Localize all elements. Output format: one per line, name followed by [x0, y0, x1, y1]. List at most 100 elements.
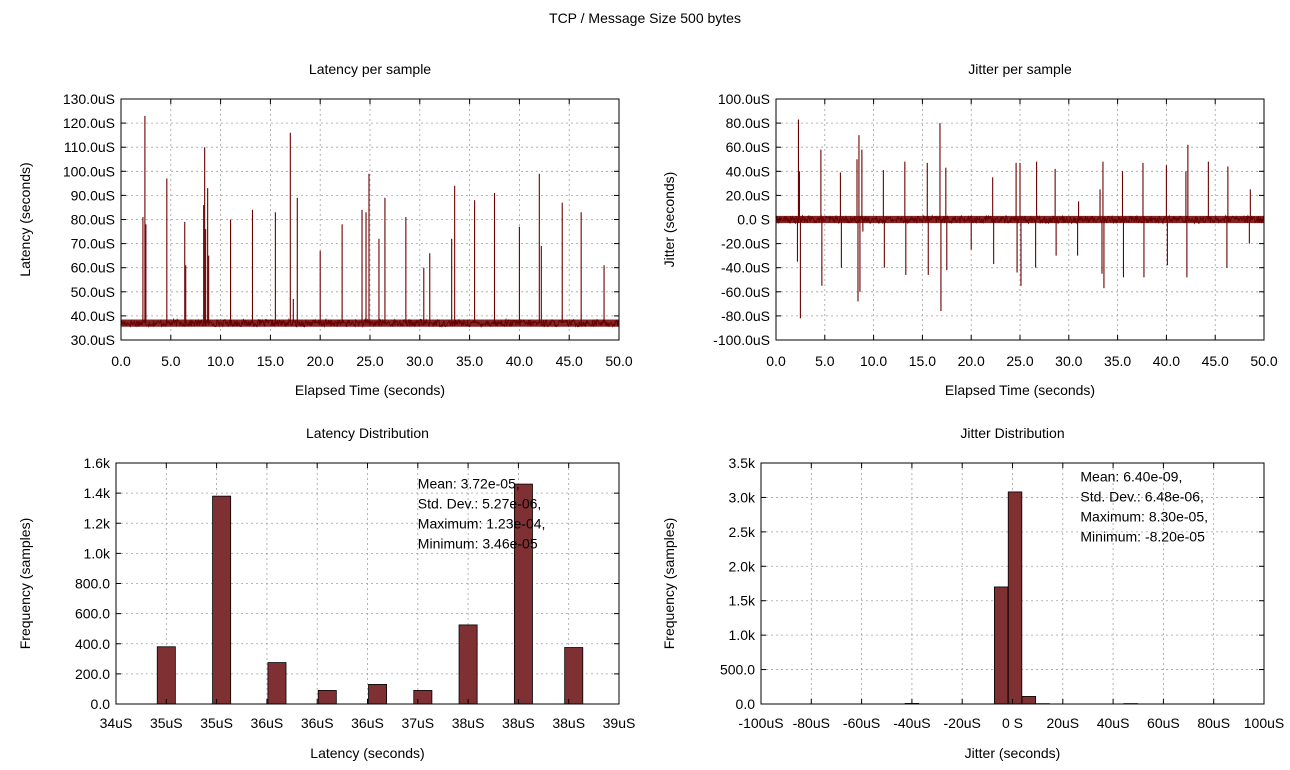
- jitter-distribution-chart: Mean: 6.40e-09, Std. Dev.: 6.48e-06, Maxim…: [661, 425, 1284, 761]
- y-tick-label: 60.0uS: [71, 260, 115, 276]
- jitter-per-sample-chart: 0.0 5.0 10.0 15.0 20.0 25.0 30.0 35.0 40.0 45.0 50…: [661, 61, 1278, 398]
- histogram-bar: [1007, 491, 1023, 705]
- x-tick-label: 34uS: [100, 715, 133, 731]
- y-tick-label: -100.0uS: [713, 332, 770, 348]
- y-tick-label: -40.0uS: [721, 260, 770, 276]
- histogram-bar: [317, 690, 337, 705]
- x-tick-label: 20uS: [1046, 715, 1079, 731]
- stats-annotation: Minimum: -8.20e-05: [1080, 529, 1205, 545]
- histogram-bar: [993, 586, 1009, 705]
- y-tick-label: 400.0: [75, 636, 110, 652]
- y-tick-label: 1.5k: [729, 593, 756, 609]
- x-tick-label: 25.0: [356, 353, 383, 369]
- x-tick-label: 30.0: [406, 353, 433, 369]
- histogram-bar: [1021, 696, 1037, 705]
- x-axis-label: Elapsed Time (seconds): [945, 382, 1095, 398]
- stats-annotation: Maximum: 8.30e-05,: [1080, 509, 1208, 525]
- x-tick-label: 20.0: [307, 353, 334, 369]
- chart-title: Jitter per sample: [968, 61, 1072, 77]
- x-tick-label: 38uS: [552, 715, 585, 731]
- y-tick-label: 110.0uS: [64, 139, 115, 155]
- x-tick-label: 100uS: [1244, 715, 1284, 731]
- x-tick-label: 0 S: [1002, 715, 1023, 731]
- x-tick-label: 36uS: [251, 715, 284, 731]
- y-tick-label: 70.0uS: [71, 236, 115, 252]
- y-tick-label: 90.0uS: [71, 187, 115, 203]
- y-tick-label: 40.0uS: [71, 308, 115, 324]
- x-tick-label: 45.0: [1202, 353, 1229, 369]
- stats-annotation: Std. Dev.: 6.48e-06,: [1080, 489, 1203, 505]
- y-tick-label: 1.4k: [84, 485, 111, 501]
- x-tick-label: -80uS: [793, 715, 830, 731]
- x-tick-label: 20.0: [958, 353, 985, 369]
- stats-annotation: Std. Dev.: 5.27e-06,: [418, 496, 541, 512]
- x-tick-label: 38uS: [502, 715, 535, 731]
- x-tick-label: 37uS: [401, 715, 434, 731]
- x-tick-label: 36uS: [301, 715, 334, 731]
- x-tick-label: 39uS: [603, 715, 636, 731]
- y-tick-label: 20.0uS: [726, 187, 770, 203]
- y-tick-label: 50.0uS: [71, 284, 115, 300]
- x-tick-label: 60uS: [1147, 715, 1180, 731]
- x-tick-label: 35.0: [456, 353, 483, 369]
- x-tick-label: 35.0: [1104, 353, 1131, 369]
- y-tick-label: 2.0k: [729, 558, 756, 574]
- x-tick-label: 45.0: [556, 353, 583, 369]
- y-tick-label: 0.0 S: [737, 212, 770, 228]
- y-tick-label: 40.0uS: [726, 163, 770, 179]
- histogram-bar: [267, 662, 287, 705]
- x-tick-label: 40.0: [506, 353, 533, 369]
- y-tick-label: 1.2k: [84, 515, 111, 531]
- y-tick-label: -20.0uS: [721, 236, 770, 252]
- y-tick-label: 2.5k: [729, 524, 756, 540]
- y-tick-label: 1.0k: [84, 545, 111, 561]
- histogram-bar: [564, 647, 584, 705]
- chart-title: Jitter Distribution: [960, 425, 1064, 441]
- y-axis-label: Frequency (samples): [661, 518, 677, 650]
- y-axis-label: Jitter (seconds): [661, 172, 677, 268]
- x-tick-label: 15.0: [257, 353, 284, 369]
- stats-annotation: Maximum: 1.23e-04,: [418, 516, 546, 532]
- x-axis-label: Jitter (seconds): [965, 745, 1061, 761]
- y-tick-label: 800.0: [75, 576, 110, 592]
- y-tick-label: 3.0k: [729, 489, 756, 505]
- y-tick-label: 1.0k: [729, 627, 756, 643]
- histogram-bar: [458, 624, 478, 705]
- chart-title: Latency Distribution: [306, 425, 429, 441]
- x-tick-label: 5.0: [815, 353, 835, 369]
- latency-per-sample-chart: 0.0 5.0 10.0 15.0 20.0 25.0 30.0 35.0 40.0 45.0 50…: [17, 61, 633, 398]
- y-tick-label: 80.0uS: [726, 115, 770, 131]
- y-tick-label: 0.0: [736, 696, 756, 712]
- x-axis-label: Elapsed Time (seconds): [295, 382, 445, 398]
- x-tick-label: -20uS: [944, 715, 981, 731]
- stats-annotation: Minimum: 3.46e-05: [418, 536, 538, 552]
- y-tick-label: 80.0uS: [71, 212, 115, 228]
- x-tick-label: 35uS: [150, 715, 183, 731]
- y-tick-label: 100.0uS: [718, 91, 770, 107]
- y-tick-label: 60.0uS: [726, 139, 770, 155]
- x-tick-label: 35uS: [200, 715, 233, 731]
- x-tick-label: 0.0: [766, 353, 786, 369]
- y-tick-label: -80.0uS: [721, 308, 770, 324]
- histogram-bar: [212, 495, 232, 705]
- chart-title: Latency per sample: [309, 61, 431, 77]
- histogram-bar: [368, 684, 388, 705]
- x-axis-label: Latency (seconds): [310, 745, 424, 761]
- x-tick-label: 80uS: [1197, 715, 1230, 731]
- x-tick-label: 50.0: [605, 353, 632, 369]
- y-axis-label: Frequency (samples): [17, 518, 33, 650]
- latency-distribution-chart: Mean: 3.72e-05, Std. Dev.: 5.27e-06, Maxim…: [17, 425, 635, 761]
- histogram-bar: [413, 690, 433, 705]
- x-tick-label: 30.0: [1055, 353, 1082, 369]
- x-tick-label: 38uS: [452, 715, 485, 731]
- y-tick-label: 120.0uS: [63, 115, 115, 131]
- y-tick-label: 100.0uS: [63, 163, 115, 179]
- x-tick-label: 10.0: [207, 353, 234, 369]
- stats-annotation: Mean: 3.72e-05,: [418, 476, 520, 492]
- x-tick-label: 10.0: [860, 353, 887, 369]
- y-tick-label: 200.0: [75, 666, 110, 682]
- y-tick-label: 600.0: [75, 606, 110, 622]
- x-tick-label: -40uS: [893, 715, 930, 731]
- x-tick-label: -60uS: [843, 715, 880, 731]
